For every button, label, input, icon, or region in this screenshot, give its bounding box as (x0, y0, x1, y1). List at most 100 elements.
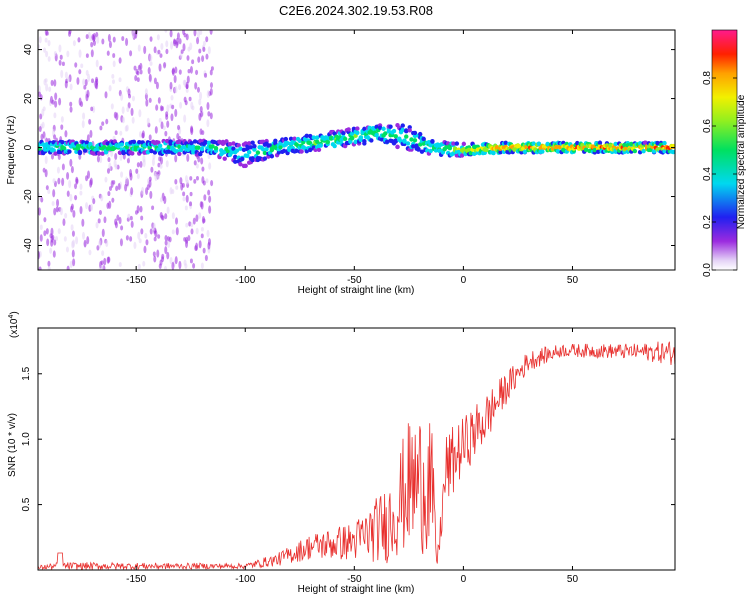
spectrogram-noise-mark (104, 91, 108, 99)
spectrogram-ridge-mark (297, 138, 302, 144)
spectrogram-noise-mark (58, 97, 62, 106)
spectrogram-noise-mark (78, 154, 82, 160)
spectrogram-noise-mark (149, 54, 153, 62)
spectrogram-noise-mark (199, 30, 203, 35)
spectrogram-noise-mark (150, 166, 154, 173)
spectrogram-noise-mark (166, 120, 170, 128)
spectrogram-noise-mark (171, 104, 175, 110)
spectrogram-noise-mark (61, 177, 65, 187)
spectrogram-noise-mark (81, 120, 85, 129)
spectrogram-noise-mark (39, 113, 43, 120)
spectrogram-ridge-mark (220, 141, 226, 146)
spectrogram-noise-mark (194, 82, 198, 90)
spectrogram-noise-mark (185, 81, 189, 90)
spectrogram-noise-mark (174, 66, 178, 74)
spectrogram-noise-mark (135, 168, 139, 174)
spectrogram-noise-mark (53, 134, 57, 140)
spectrogram-noise-mark (96, 155, 100, 163)
spectrogram-ridge-mark (643, 140, 648, 145)
spectrogram-ridge-mark (192, 139, 198, 144)
spectrogram-noise-mark (157, 173, 161, 180)
spectrogram-noise-mark (159, 197, 163, 203)
snr-x-tick-label: -50 (347, 574, 362, 585)
spectrogram-noise-mark (99, 65, 103, 71)
spectrogram-ridge-mark (648, 147, 653, 153)
spectrogram-ridge-mark (227, 142, 233, 147)
spectrogram-ridge-mark (536, 141, 542, 147)
spectrogram-noise-mark (61, 61, 65, 67)
spectrogram-noise-mark (157, 49, 161, 55)
spectrogram-noise-mark (60, 124, 64, 130)
spectrogram-noise-mark (208, 162, 212, 170)
spectrogram-ridge-mark (276, 150, 282, 155)
spectrogram-noise-mark (121, 36, 125, 42)
spectrogram-noise-mark (92, 40, 96, 47)
spectrogram-noise-mark (66, 50, 70, 58)
spectrogram-noise-mark (78, 49, 82, 58)
spectrogram-noise-mark (44, 37, 48, 43)
spectrogram-noise-mark (206, 229, 210, 238)
spectrogram-noise-mark (96, 35, 100, 44)
spectrogram-noise-mark (195, 69, 199, 76)
spectrogram-noise-mark (201, 166, 205, 172)
spectrogram-ridge-mark (236, 143, 241, 148)
spectrogram-noise-mark (165, 48, 169, 55)
spectrogram-noise-mark (42, 106, 46, 112)
spectrogram-ridge-mark (466, 147, 472, 153)
spectrogram-noise-mark (202, 40, 206, 46)
spectrogram-noise-mark (172, 38, 176, 47)
spectrogram-noise-mark (210, 179, 214, 187)
colorbar-tick-label: 0.4 (702, 167, 713, 181)
spectrogram-ridge-mark (196, 145, 201, 150)
spectrogram-noise-mark (54, 92, 58, 101)
spectrogram-ridge-mark (147, 145, 152, 150)
spectrogram-noise-mark (208, 205, 212, 214)
spectrogram-noise-mark (170, 95, 174, 101)
spectrogram-ridge-mark (152, 150, 158, 155)
spectrogram-noise-mark (164, 30, 168, 33)
spectrogram-noise-mark (77, 37, 81, 43)
spectrogram-noise-mark (184, 100, 188, 106)
spectrogram-ridge-mark (137, 140, 142, 145)
spectrogram-noise-mark (183, 32, 187, 38)
spectrogram-noise-mark (120, 93, 124, 101)
spectrogram-ridge-mark (341, 130, 346, 136)
spectrogram-ridge-mark (53, 151, 58, 156)
spectrogram-ridge-mark (315, 139, 320, 145)
spectrogram-ridge-mark (233, 154, 238, 160)
spectrogram-noise-mark (140, 228, 144, 235)
spectrogram-noise-mark (199, 106, 203, 113)
spectrogram-noise-mark (38, 125, 42, 133)
spectrogram-ridge-mark (198, 138, 203, 144)
spectrogram-noise-mark (113, 159, 117, 168)
spectrogram-noise-mark (101, 228, 105, 238)
spectrogram-noise-mark (53, 50, 57, 57)
spectrogram-noise-mark (115, 185, 119, 192)
spectrogram-noise-mark (66, 77, 70, 82)
spectrogram-noise-mark (64, 130, 68, 138)
spectrogram-noise-mark (45, 137, 49, 144)
spectrogram-noise-mark (86, 236, 90, 245)
spectrogram-noise-mark (79, 183, 83, 190)
spectrogram-ridge-mark (316, 147, 322, 153)
spectrogram-ridge-mark (494, 145, 500, 150)
spectrogram-ridge-mark (404, 134, 409, 139)
spectrogram-noise-mark (52, 189, 56, 198)
spectrogram-ridge-mark (430, 139, 435, 144)
spectrogram-noise-mark (137, 64, 141, 71)
spectrogram-ridge-mark (231, 146, 236, 151)
spectrogram-noise-mark (53, 79, 57, 87)
spectrogram-ridge-mark (245, 153, 250, 159)
spectrogram-noise-mark (141, 132, 145, 139)
spectrogram-noise-mark (164, 235, 168, 241)
spectrogram-noise-mark (143, 245, 147, 254)
spectrogram-frame (37, 29, 676, 271)
spectrogram-noise-mark (39, 234, 43, 242)
spectrogram-noise-mark (153, 236, 157, 242)
spectrogram-noise-mark (53, 207, 57, 216)
spectrogram-ridge-mark (358, 137, 364, 143)
spectrogram-noise-mark (130, 220, 134, 228)
spectrogram-noise-mark (152, 222, 156, 231)
spectrogram-noise-mark (140, 215, 144, 221)
spectrogram-noise-mark (106, 202, 110, 210)
